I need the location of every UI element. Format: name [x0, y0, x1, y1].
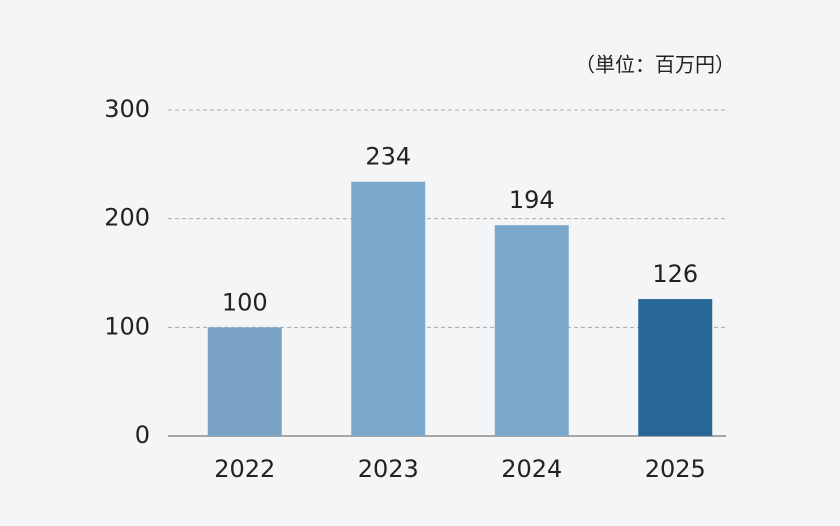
value-label: 234 [365, 143, 411, 171]
value-label: 100 [222, 288, 268, 316]
y-tick-label: 300 [104, 95, 150, 123]
bar [638, 299, 713, 436]
x-tick-label: 2022 [214, 455, 275, 483]
value-label: 126 [652, 260, 698, 288]
y-tick-label: 100 [104, 312, 150, 340]
bar [494, 225, 569, 436]
x-tick-label: 2023 [358, 455, 419, 483]
value-label: 194 [509, 186, 555, 214]
y-tick-label: 200 [104, 204, 150, 232]
y-tick-label: 0 [135, 421, 150, 449]
bar [207, 327, 282, 436]
bar [351, 181, 426, 436]
x-tick-label: 2025 [645, 455, 706, 483]
unit-label: （単位：百万円） [575, 53, 735, 77]
x-tick-label: 2024 [501, 455, 562, 483]
